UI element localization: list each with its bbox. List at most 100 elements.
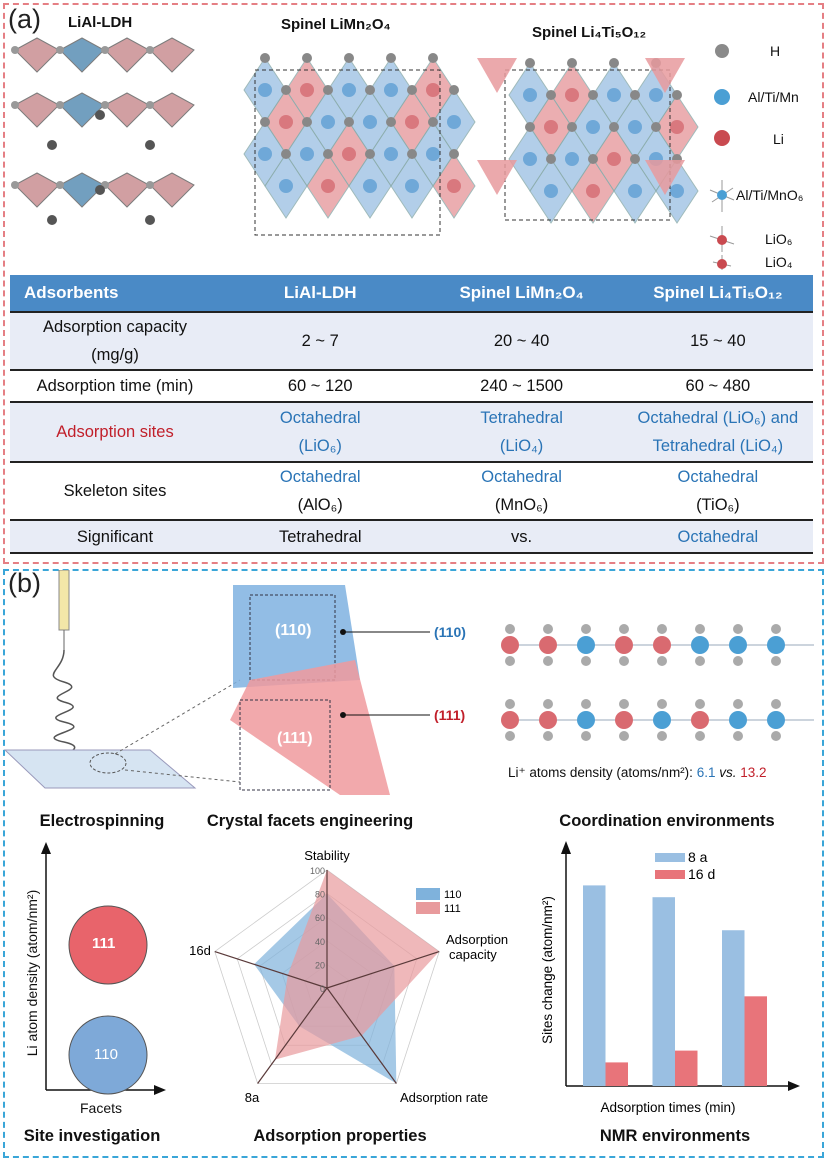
legend-lio6: LiO₆ bbox=[765, 231, 793, 247]
o-atom bbox=[630, 90, 640, 100]
atom bbox=[670, 184, 684, 198]
octahedron bbox=[149, 172, 195, 208]
metal-atom bbox=[653, 711, 671, 729]
section-title-adsorption: Adsorption properties bbox=[253, 1127, 427, 1145]
atom bbox=[342, 83, 356, 97]
o-atom bbox=[525, 58, 535, 68]
row-label: Significant bbox=[10, 519, 220, 554]
table-row: Significant Tetrahedral vs. Octahedral bbox=[10, 519, 813, 554]
row-label: Adsorption sites bbox=[10, 401, 220, 462]
header-li4ti5o12: Spinel Li₄Ti₅O₁₂ bbox=[622, 275, 813, 312]
adsorbent-comparison-table: Adsorbents LiAl-LDH Spinel LiMn₂O₄ Spine… bbox=[10, 275, 813, 554]
radar-legend-swatch bbox=[416, 902, 440, 914]
facet-111-label: (111) bbox=[434, 707, 466, 723]
li-atom bbox=[501, 711, 519, 729]
legend-li: Li bbox=[773, 131, 784, 147]
octahedron bbox=[14, 92, 60, 128]
cell: 240 ~ 1500 bbox=[420, 369, 623, 402]
density-110: 6.1 bbox=[696, 765, 716, 780]
collector-plate bbox=[3, 749, 197, 789]
panel-b-frame bbox=[3, 569, 824, 1158]
circle-111 bbox=[68, 905, 148, 985]
density-111: 13.2 bbox=[740, 765, 767, 780]
panel-b-label: (b) bbox=[8, 568, 41, 598]
legend-mo6: Al/Ti/MnO₆ bbox=[736, 187, 804, 203]
li-atom bbox=[501, 636, 519, 654]
section-title-electrospinning: Electrospinning bbox=[39, 812, 165, 830]
table-header-row: Adsorbents LiAl-LDH Spinel LiMn₂O₄ Spine… bbox=[10, 275, 813, 312]
bar-16d-1 bbox=[675, 1050, 698, 1086]
o-atom bbox=[344, 117, 354, 127]
structure-title-li4ti5o12: Spinel Li₄Ti₅O₁₂ bbox=[532, 24, 647, 41]
interlayer-atom bbox=[47, 215, 57, 225]
atom bbox=[628, 184, 642, 198]
o-atom bbox=[428, 117, 438, 127]
h-atom bbox=[101, 46, 109, 54]
octahedron bbox=[59, 92, 105, 128]
radar-grid-ring bbox=[214, 869, 440, 1084]
bar-16d-0 bbox=[605, 1062, 628, 1086]
o-atom bbox=[505, 624, 515, 634]
o-atom bbox=[386, 53, 396, 63]
atom bbox=[544, 120, 558, 134]
panel-a-label: (a) bbox=[8, 4, 41, 34]
o-atom bbox=[581, 699, 591, 709]
li-atom bbox=[615, 711, 633, 729]
atom bbox=[607, 152, 621, 166]
o-atom bbox=[505, 656, 515, 666]
o-atom bbox=[386, 117, 396, 127]
bar-legend-label: 8 a bbox=[688, 849, 708, 865]
panel-a-frame bbox=[3, 3, 824, 564]
radar-axis bbox=[326, 950, 440, 989]
ldh-structure bbox=[11, 37, 195, 225]
o-atom bbox=[695, 624, 705, 634]
o-atom bbox=[771, 624, 781, 634]
atom bbox=[300, 83, 314, 97]
radar-series-111 bbox=[274, 870, 440, 1060]
circle-110 bbox=[68, 1015, 148, 1095]
lio4-tetrahedron-icon bbox=[712, 255, 732, 270]
coordination-chain-110 bbox=[501, 624, 814, 666]
octahedron bbox=[104, 172, 150, 208]
o-atom bbox=[302, 117, 312, 127]
cell: Tetrahedral (LiO₄) bbox=[420, 401, 623, 462]
syringe-icon bbox=[58, 570, 70, 631]
atom bbox=[363, 115, 377, 129]
o-atom bbox=[302, 53, 312, 63]
cell: vs. bbox=[420, 519, 623, 554]
atom bbox=[258, 83, 272, 97]
o-atom bbox=[546, 154, 556, 164]
atom bbox=[649, 88, 663, 102]
octahedron bbox=[59, 37, 105, 73]
metal-atom bbox=[729, 711, 747, 729]
metal-atom bbox=[691, 636, 709, 654]
legend-metal: Al/Ti/Mn bbox=[748, 89, 799, 105]
atom bbox=[300, 147, 314, 161]
radar-axis-label: Adsorption rate bbox=[400, 1090, 488, 1105]
o-atom bbox=[365, 149, 375, 159]
radar-axis-label: Stability bbox=[304, 848, 350, 863]
o-atom bbox=[733, 699, 743, 709]
o-atom bbox=[543, 731, 553, 741]
radar-legend-label: 110 bbox=[444, 889, 462, 901]
o-atom bbox=[609, 58, 619, 68]
radar-axis-label: Adsorption bbox=[446, 932, 508, 947]
o-atom bbox=[609, 122, 619, 132]
atom bbox=[426, 83, 440, 97]
atom bbox=[607, 88, 621, 102]
density-prefix: Li⁺ atoms density (atoms/nm²): bbox=[508, 765, 697, 780]
atom bbox=[586, 184, 600, 198]
o-atom bbox=[323, 149, 333, 159]
metal-atom-icon bbox=[714, 89, 730, 105]
mo6-octahedron-icon bbox=[709, 180, 735, 212]
o-atom bbox=[323, 85, 333, 95]
facet-110-label: (110) bbox=[434, 624, 466, 640]
atom bbox=[405, 115, 419, 129]
octahedron bbox=[14, 172, 60, 208]
o-atom bbox=[543, 624, 553, 634]
cell: 20 ~ 40 bbox=[420, 311, 623, 370]
radar-axis bbox=[326, 987, 397, 1084]
bar-chart: 8 a16 d Adsorption times (min) Sites chang… bbox=[540, 841, 800, 1115]
bar-xlabel: Adsorption times (min) bbox=[600, 1100, 735, 1115]
o-atom bbox=[733, 624, 743, 634]
